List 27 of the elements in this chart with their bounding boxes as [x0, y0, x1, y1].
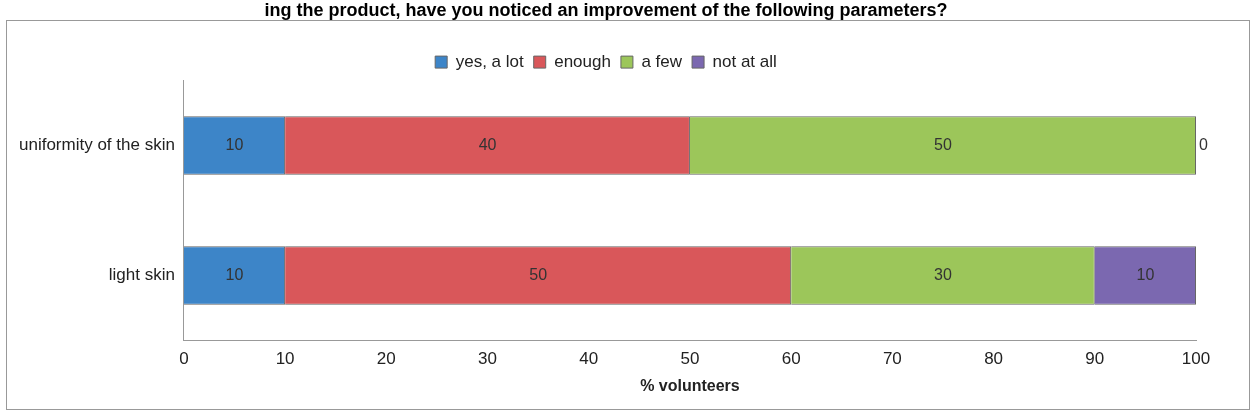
- x-axis-title: % volunteers: [640, 376, 740, 394]
- chart-title: ing the product, have you noticed an improvement of the following parameters?: [264, 0, 948, 20]
- legend-label: not at all: [712, 51, 777, 71]
- x-tick-label: 20: [376, 349, 396, 369]
- y-tick-label: light skin: [108, 265, 175, 285]
- x-tick-label: 50: [680, 349, 700, 369]
- x-tick-label: 70: [882, 349, 902, 369]
- data-label: 30: [934, 265, 952, 283]
- x-tick-label: 30: [478, 349, 497, 369]
- x-tick-label: 60: [781, 349, 801, 369]
- data-label: 10: [1136, 265, 1155, 283]
- x-tick-label: 40: [579, 349, 599, 369]
- data-label: 10: [225, 265, 244, 283]
- legend-label: enough: [554, 51, 611, 71]
- x-tick-label: 0: [179, 349, 189, 369]
- x-tick-label: 80: [984, 349, 1004, 369]
- legend-label: a few: [641, 51, 683, 71]
- legend-label: yes, a lot: [455, 51, 524, 71]
- x-tick-label: 90: [1085, 349, 1105, 369]
- x-tick-label: 100: [1181, 349, 1211, 369]
- y-tick-label: uniformity of the skin: [18, 135, 175, 155]
- data-label: 40: [478, 135, 497, 153]
- data-label: 10: [225, 135, 244, 153]
- data-label: 50: [934, 135, 952, 153]
- data-label: 0: [1199, 135, 1208, 153]
- x-tick-label: 10: [275, 349, 295, 369]
- data-label: 50: [529, 265, 548, 283]
